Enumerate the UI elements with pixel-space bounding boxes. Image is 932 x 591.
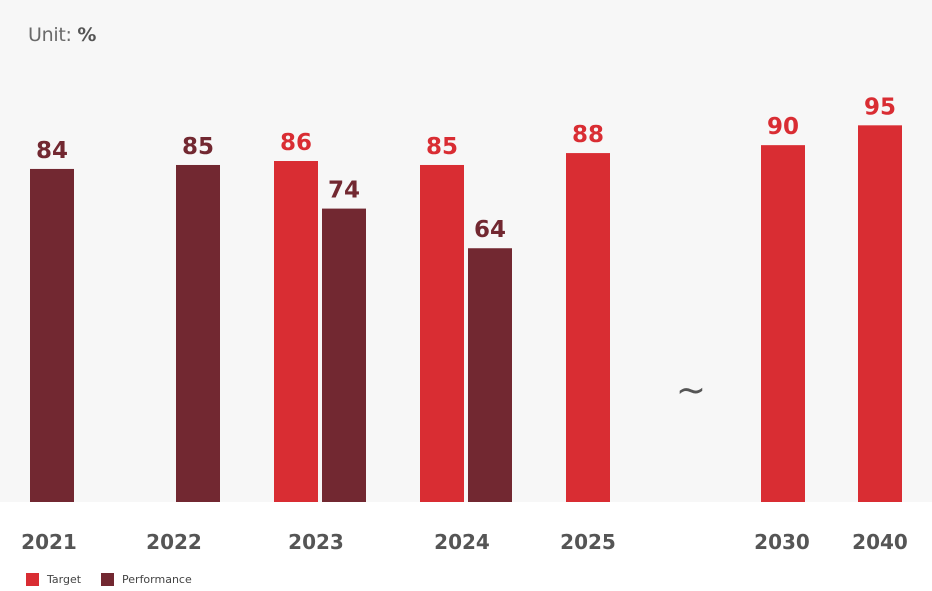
x-tick-label-2030: 2030 <box>754 530 810 554</box>
bar-target-2030 <box>761 145 805 502</box>
data-label-target-2023: 86 <box>280 130 312 156</box>
unit-prefix: Unit: <box>28 24 72 46</box>
unit-label: Unit: % <box>28 24 96 46</box>
unit-value: % <box>77 24 97 46</box>
data-label-target-2025: 88 <box>572 122 604 148</box>
legend-item-performance: Performance <box>101 573 192 586</box>
legend-item-target: Target <box>26 573 81 586</box>
x-tick-label-2022: 2022 <box>146 530 202 554</box>
data-label-performance-2021: 84 <box>36 138 68 164</box>
bar-target-2023 <box>274 161 318 502</box>
x-tick-label-2025: 2025 <box>560 530 616 554</box>
data-label-target-2040: 95 <box>864 94 896 120</box>
x-tick-label-2021: 2021 <box>21 530 77 554</box>
legend-label-performance: Performance <box>122 573 192 586</box>
bar-performance-2024 <box>468 248 512 502</box>
bar-target-2040 <box>858 125 902 502</box>
legend-swatch-target <box>26 573 39 586</box>
bar-target-2024 <box>420 164 464 502</box>
axis-break-symbol: ~ <box>676 370 706 411</box>
data-label-performance-2024: 64 <box>474 217 506 243</box>
bar-performance-2023 <box>322 208 366 502</box>
x-tick-label-2040: 2040 <box>852 530 908 554</box>
x-tick-label-2024: 2024 <box>434 530 490 554</box>
data-label-performance-2022: 85 <box>182 134 214 160</box>
bar-performance-2021 <box>30 168 74 502</box>
legend: Target Performance <box>26 573 212 586</box>
legend-swatch-performance <box>101 573 115 586</box>
data-label-target-2030: 90 <box>767 114 799 140</box>
x-tick-label-2023: 2023 <box>288 530 344 554</box>
bar-performance-2022 <box>176 164 220 502</box>
bar-chart: 84 2021 85 2022 86 74 2023 85 64 2024 88 2025 90 2030… <box>21 94 908 554</box>
data-label-target-2024: 85 <box>426 134 458 160</box>
bar-target-2025 <box>566 153 610 502</box>
data-label-performance-2023: 74 <box>328 178 360 204</box>
legend-label-target: Target <box>47 573 82 586</box>
